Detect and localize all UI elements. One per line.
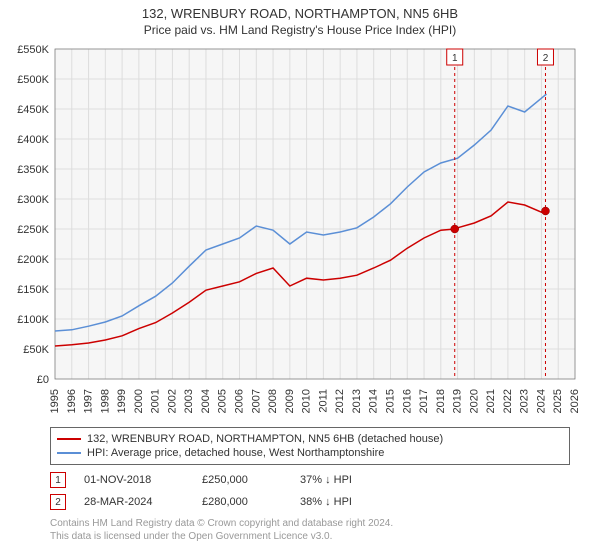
svg-text:1996: 1996 — [66, 389, 78, 413]
svg-text:2006: 2006 — [234, 389, 246, 413]
svg-text:2000: 2000 — [133, 389, 145, 413]
svg-text:2024: 2024 — [535, 389, 547, 413]
svg-text:2023: 2023 — [519, 389, 531, 413]
data-row: 1 01-NOV-2018 £250,000 37% ↓ HPI — [50, 469, 570, 491]
svg-text:£150K: £150K — [17, 284, 49, 296]
svg-text:1997: 1997 — [83, 389, 95, 413]
svg-text:2009: 2009 — [284, 389, 296, 413]
legend-label: 132, WRENBURY ROAD, NORTHAMPTON, NN5 6HB… — [87, 433, 443, 445]
svg-text:2014: 2014 — [368, 389, 380, 413]
svg-text:2022: 2022 — [502, 389, 514, 413]
svg-text:2026: 2026 — [569, 389, 581, 413]
data-row-marker: 2 — [50, 494, 66, 510]
svg-text:1995: 1995 — [49, 389, 61, 413]
svg-text:£200K: £200K — [17, 254, 49, 266]
legend-item: HPI: Average price, detached house, West… — [57, 446, 563, 460]
footer-attribution: Contains HM Land Registry data © Crown c… — [50, 517, 570, 543]
legend-item: 132, WRENBURY ROAD, NORTHAMPTON, NN5 6HB… — [57, 432, 563, 446]
svg-text:2025: 2025 — [552, 389, 564, 413]
svg-text:2015: 2015 — [384, 389, 396, 413]
footer-line-2: This data is licensed under the Open Gov… — [50, 530, 570, 543]
svg-text:£500K: £500K — [17, 74, 49, 86]
svg-text:2008: 2008 — [267, 389, 279, 413]
svg-text:2003: 2003 — [183, 389, 195, 413]
data-row-price: £280,000 — [202, 496, 282, 508]
data-row-marker: 1 — [50, 472, 66, 488]
svg-text:2002: 2002 — [166, 389, 178, 413]
svg-text:2018: 2018 — [435, 389, 447, 413]
svg-text:£450K: £450K — [17, 104, 49, 116]
svg-text:2021: 2021 — [485, 389, 497, 413]
svg-text:£100K: £100K — [17, 314, 49, 326]
data-row-date: 01-NOV-2018 — [84, 474, 184, 486]
data-row-delta: 37% ↓ HPI — [300, 474, 380, 486]
legend-label: HPI: Average price, detached house, West… — [87, 447, 384, 459]
svg-text:£0: £0 — [37, 374, 49, 386]
svg-text:2012: 2012 — [334, 389, 346, 413]
chart-svg: £0 £50K £100K £150K £200K £250K £300K £350K £400… — [0, 41, 600, 421]
svg-text:£400K: £400K — [17, 134, 49, 146]
page-subtitle: Price paid vs. HM Land Registry's House … — [0, 21, 600, 41]
data-row-date: 28-MAR-2024 — [84, 496, 184, 508]
svg-text:1998: 1998 — [99, 389, 111, 413]
data-row: 2 28-MAR-2024 £280,000 38% ↓ HPI — [50, 491, 570, 513]
svg-text:2005: 2005 — [217, 389, 229, 413]
legend-swatch — [57, 452, 81, 454]
svg-text:2017: 2017 — [418, 389, 430, 413]
svg-text:2004: 2004 — [200, 389, 212, 413]
data-row-delta: 38% ↓ HPI — [300, 496, 380, 508]
svg-text:1999: 1999 — [116, 389, 128, 413]
data-point-table: 1 01-NOV-2018 £250,000 37% ↓ HPI 2 28-MAR-202… — [50, 469, 570, 513]
svg-text:£300K: £300K — [17, 194, 49, 206]
svg-text:£350K: £350K — [17, 164, 49, 176]
svg-text:2016: 2016 — [401, 389, 413, 413]
svg-text:£550K: £550K — [17, 44, 49, 56]
chart-legend: 132, WRENBURY ROAD, NORTHAMPTON, NN5 6HB… — [50, 427, 570, 465]
svg-text:2019: 2019 — [452, 389, 464, 413]
svg-text:1: 1 — [452, 53, 458, 64]
data-row-price: £250,000 — [202, 474, 282, 486]
footer-line-1: Contains HM Land Registry data © Crown c… — [50, 517, 570, 530]
page-title: 132, WRENBURY ROAD, NORTHAMPTON, NN5 6HB — [0, 0, 600, 21]
svg-text:2011: 2011 — [317, 389, 329, 413]
legend-swatch — [57, 438, 81, 440]
svg-text:2010: 2010 — [301, 389, 313, 413]
svg-text:£50K: £50K — [23, 344, 49, 356]
svg-text:2: 2 — [543, 53, 549, 64]
svg-text:2020: 2020 — [468, 389, 480, 413]
svg-text:2007: 2007 — [250, 389, 262, 413]
chart-container: 132, WRENBURY ROAD, NORTHAMPTON, NN5 6HB… — [0, 0, 600, 560]
svg-text:£250K: £250K — [17, 224, 49, 236]
chart-area: £0 £50K £100K £150K £200K £250K £300K £350K £400… — [0, 41, 600, 421]
svg-text:2013: 2013 — [351, 389, 363, 413]
svg-text:2001: 2001 — [150, 389, 162, 413]
